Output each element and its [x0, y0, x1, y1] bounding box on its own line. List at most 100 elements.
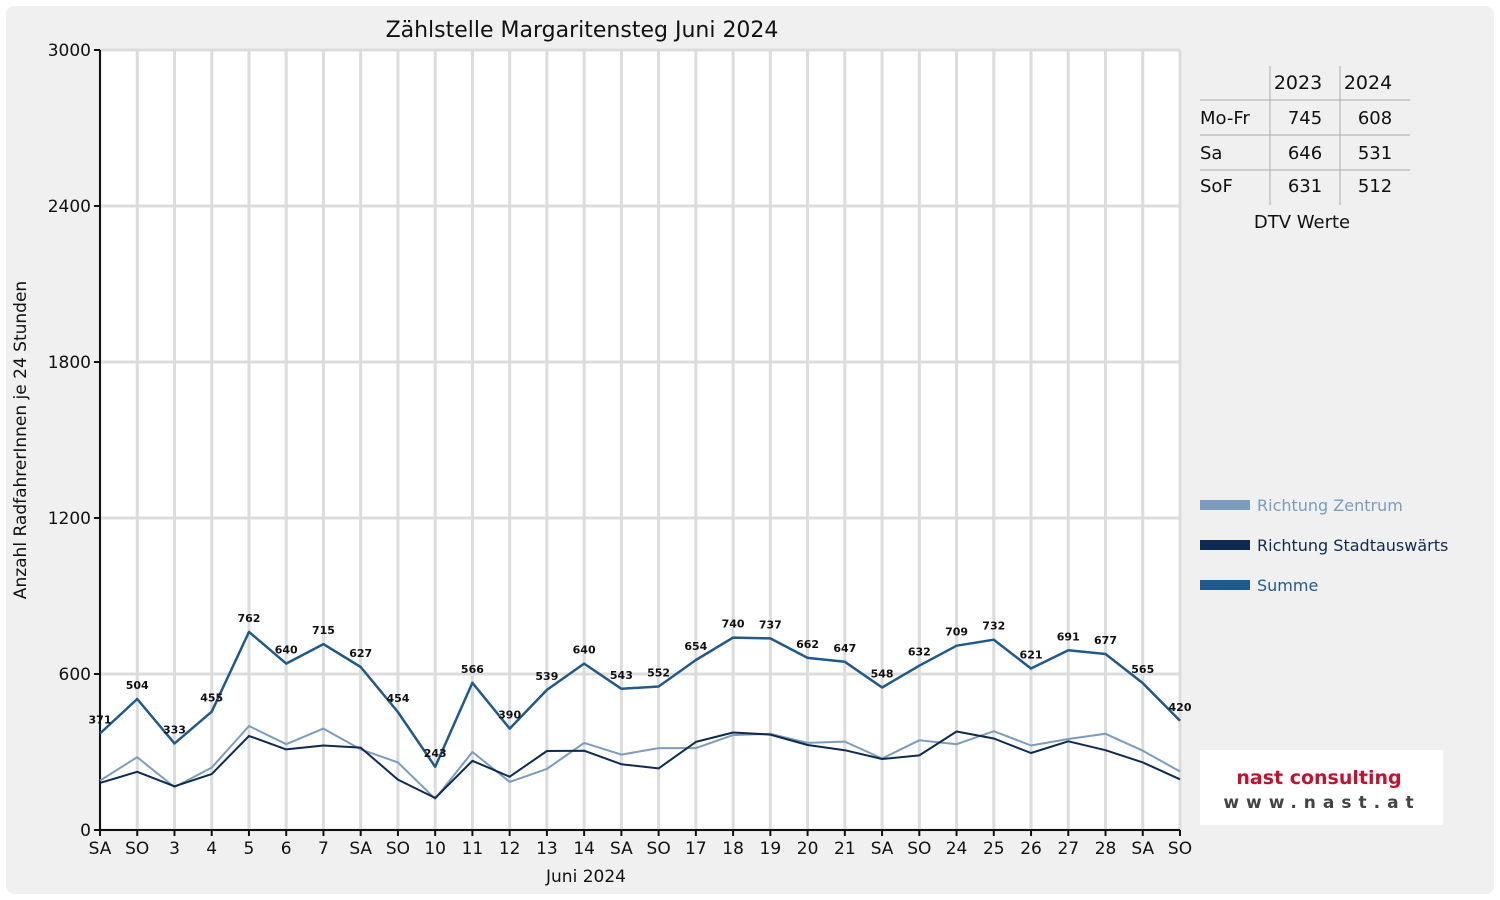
- data-label: 737: [759, 618, 782, 631]
- data-label: 420: [1169, 701, 1192, 714]
- table-cell: 646: [1288, 143, 1322, 164]
- table-row-label: Sa: [1200, 143, 1222, 164]
- table-header-2023: 2023: [1274, 72, 1322, 94]
- logo: nast consulting www.nast.at: [1200, 750, 1443, 825]
- legend-swatch: [1200, 540, 1250, 550]
- x-tick-label: 12: [499, 839, 521, 859]
- data-label: 454: [386, 692, 409, 705]
- x-tick-label: 21: [834, 839, 856, 859]
- x-tick-label: 11: [462, 839, 484, 859]
- y-tick-label: 3000: [48, 41, 91, 61]
- table-cell: 531: [1358, 143, 1392, 164]
- x-tick-label: 4: [206, 839, 217, 859]
- x-axis-label: Juni 2024: [545, 867, 626, 887]
- data-label: 715: [312, 624, 335, 637]
- legend-swatch: [1200, 580, 1250, 590]
- table-header-2024: 2024: [1344, 72, 1392, 94]
- x-tick-label: 5: [244, 839, 255, 859]
- legend-entry: Richtung Zentrum: [1257, 496, 1403, 515]
- x-tick-label: SO: [125, 839, 149, 859]
- data-label: 621: [1020, 649, 1043, 662]
- legend: Richtung Zentrum Richtung Stadtauswärts Su…: [1200, 496, 1448, 595]
- data-label: 539: [535, 670, 558, 683]
- data-label: 632: [908, 646, 931, 659]
- x-tick-label: SA: [1131, 839, 1154, 859]
- data-label: 333: [163, 723, 186, 736]
- x-tick-label: SO: [647, 839, 671, 859]
- x-tick-label: SO: [386, 839, 410, 859]
- data-label: 640: [275, 644, 298, 657]
- x-ticks: SA SO 3 4 5 6 7 SA SO 10 11 12 13 14 SA SO 17 18 19 20 21 SA S…: [89, 830, 1192, 859]
- data-label: 504: [126, 679, 149, 692]
- table-cell: 512: [1358, 176, 1392, 197]
- table-caption: DTV Werte: [1254, 212, 1350, 233]
- x-tick-label: 17: [685, 839, 707, 859]
- y-tick-label: 1800: [48, 353, 91, 373]
- table-cell: 745: [1288, 108, 1322, 129]
- data-label: 552: [647, 666, 670, 679]
- plot-area: [100, 50, 1180, 830]
- x-tick-label: 28: [1095, 839, 1117, 859]
- data-label: 709: [945, 626, 968, 639]
- data-label: 647: [833, 642, 856, 655]
- data-label: 762: [237, 612, 260, 625]
- legend-entry: Richtung Stadtauswärts: [1257, 536, 1448, 555]
- series-lines: [99, 630, 1181, 800]
- y-tick-label: 0: [80, 821, 91, 841]
- data-label: 548: [871, 668, 894, 681]
- data-labels: 371 504 333 455 762 640 715 627 454 243 566 390 539 6…: [89, 612, 1192, 760]
- data-label: 654: [684, 640, 707, 653]
- y-ticks: 0 600 1200 1800 2400 3000: [48, 41, 100, 841]
- x-tick-label: SO: [907, 839, 931, 859]
- x-tick-label: 7: [318, 839, 329, 859]
- axes: [99, 50, 1180, 831]
- y-axis-label: Anzahl RadfahrerInnen je 24 Stunden: [11, 281, 31, 599]
- x-tick-label: 10: [424, 839, 446, 859]
- table-row-label: SoF: [1200, 176, 1233, 197]
- x-tick-label: 26: [1020, 839, 1042, 859]
- logo-box: [1200, 750, 1443, 825]
- table-cell: 608: [1358, 108, 1392, 129]
- x-tick-label: 3: [169, 839, 180, 859]
- logo-text: nast consulting: [1236, 767, 1401, 789]
- legend-entry: Summe: [1257, 576, 1318, 595]
- data-label: 691: [1057, 630, 1080, 643]
- x-tick-label: SA: [610, 839, 633, 859]
- table-row-label: Mo-Fr: [1200, 108, 1250, 129]
- x-tick-label: SA: [349, 839, 372, 859]
- data-label: 732: [982, 620, 1005, 633]
- table-cell: 631: [1288, 176, 1322, 197]
- chart-title: Zählstelle Margaritensteg Juni 2024: [386, 18, 779, 43]
- x-tick-label: 6: [281, 839, 292, 859]
- data-label: 543: [610, 669, 633, 682]
- data-label: 640: [573, 644, 596, 657]
- data-label: 662: [796, 638, 819, 651]
- x-tick-label: SA: [89, 839, 112, 859]
- data-label: 455: [200, 692, 223, 705]
- x-tick-label: 27: [1057, 839, 1079, 859]
- y-tick-label: 1200: [48, 509, 91, 529]
- y-tick-label: 600: [59, 665, 91, 685]
- data-label: 627: [349, 647, 372, 660]
- series-line: [99, 725, 1181, 800]
- series-line: [99, 730, 1181, 799]
- logo-url: www.nast.at: [1223, 793, 1420, 813]
- x-tick-label: SO: [1168, 839, 1192, 859]
- data-label: 677: [1094, 634, 1117, 647]
- legend-swatch: [1200, 500, 1250, 510]
- x-tick-label: 25: [983, 839, 1005, 859]
- data-label: 565: [1131, 663, 1154, 676]
- data-label: 390: [498, 709, 521, 722]
- grid: [98, 48, 1182, 832]
- x-tick-label: 19: [760, 839, 782, 859]
- series-line: [99, 630, 1181, 769]
- data-label: 566: [461, 663, 484, 676]
- x-tick-label: 13: [536, 839, 558, 859]
- x-tick-label: 14: [573, 839, 595, 859]
- y-tick-label: 2400: [48, 197, 91, 217]
- data-label: 243: [424, 747, 447, 760]
- dtv-table: 2023 2024 Mo-Fr 745 608 Sa 646 531 SoF 6…: [1200, 66, 1410, 233]
- x-tick-label: 24: [946, 839, 968, 859]
- x-tick-label: 20: [797, 839, 819, 859]
